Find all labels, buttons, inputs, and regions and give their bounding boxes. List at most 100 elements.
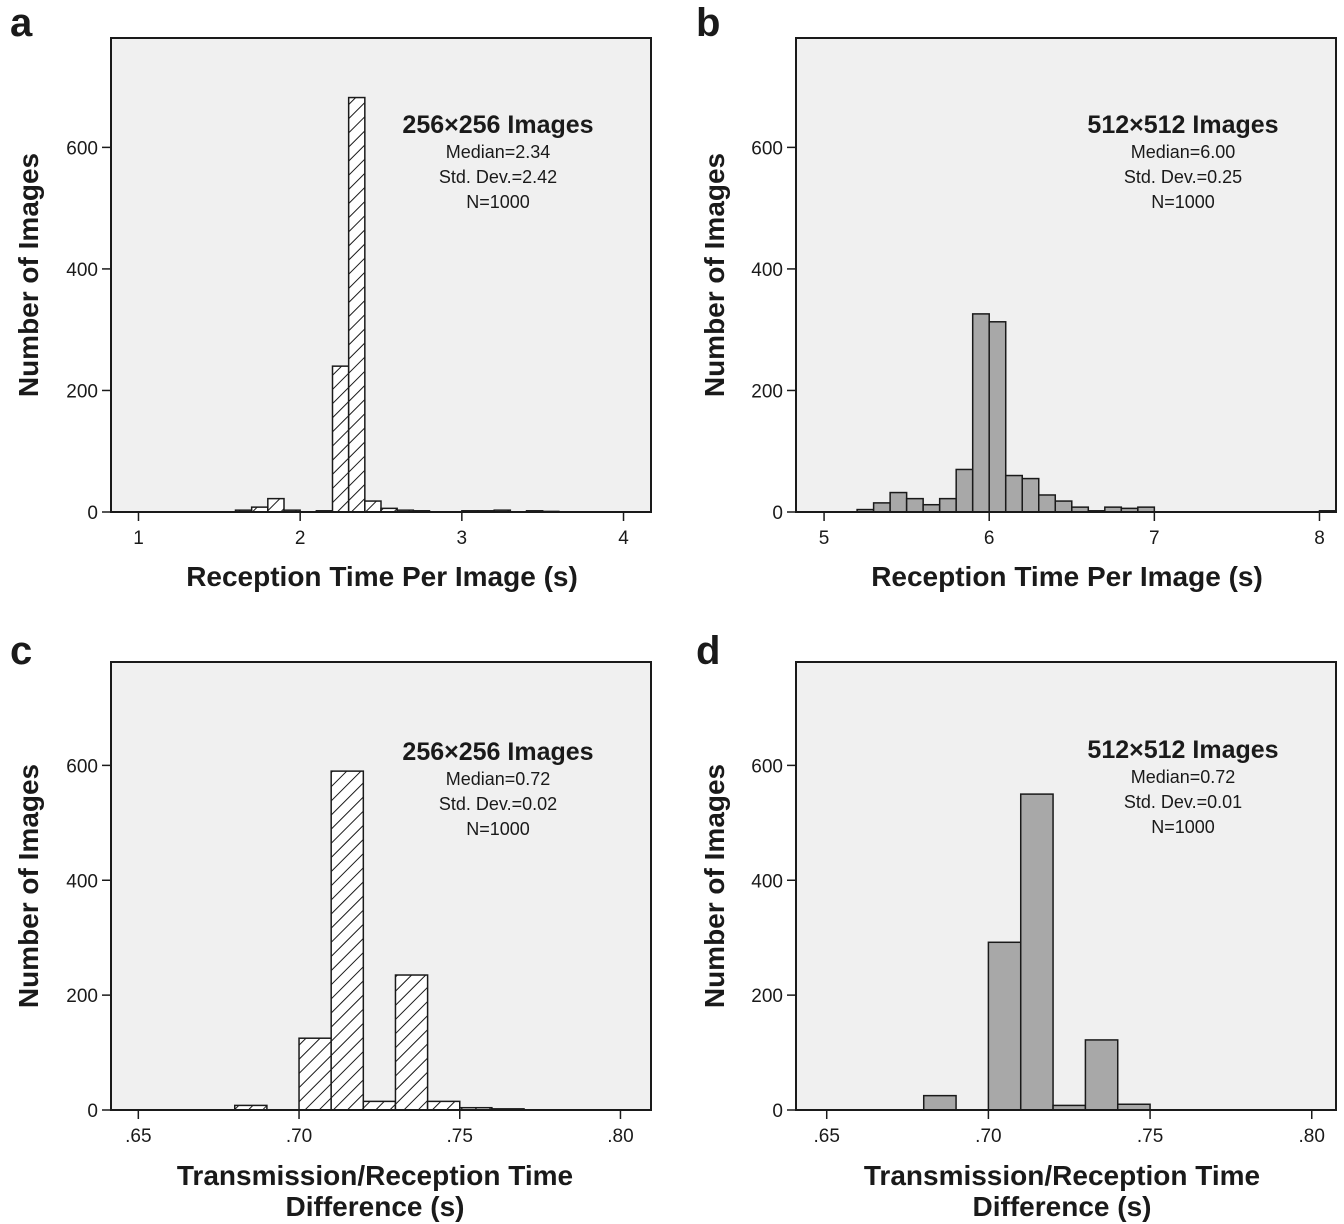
plot-area [110, 661, 652, 1111]
annotation-line: Median=0.72 [1131, 767, 1236, 787]
annotation-line: N=1000 [1151, 817, 1215, 837]
x-tick-label: 2 [295, 528, 306, 549]
stats-annotation: 512×512 Images Median=0.72 Std. Dev.=0.01 N… [1087, 736, 1278, 837]
histogram-bar [1054, 500, 1073, 513]
panel-letter: b [696, 1, 720, 45]
x-tick-label: .70 [286, 1126, 312, 1147]
annotation-line: N=1000 [466, 819, 530, 839]
y-tick-label: 600 [66, 756, 98, 777]
histogram-bar [971, 313, 990, 513]
annotation-title: 256×256 Images [402, 111, 593, 139]
x-axis: .65 .70 .75 .80 [814, 1110, 1325, 1147]
histogram-bar [938, 497, 957, 513]
chart-panel-d: d 0 200 400 600 .65 .70 .75 .80 Number of Images T… [696, 629, 1337, 1222]
x-tick-label: .80 [607, 1126, 633, 1147]
y-axis: 0 200 400 600 [751, 756, 796, 1122]
x-tick-label: .70 [975, 1126, 1001, 1147]
histogram-bar [330, 770, 365, 1111]
y-tick-label: 200 [66, 381, 98, 402]
x-axis: 5 6 7 8 [819, 512, 1325, 549]
y-tick-label: 200 [66, 986, 98, 1007]
y-axis-label: Number of Images [13, 764, 44, 1008]
histogram-bar [988, 321, 1007, 513]
histogram-bar [1084, 1039, 1119, 1111]
histogram-bar [267, 497, 285, 513]
histogram-bar [872, 502, 891, 513]
histogram-bar [1004, 474, 1023, 513]
annotation-title: 512×512 Images [1087, 736, 1278, 764]
x-axis-label: Transmission/Reception Time [177, 1160, 573, 1191]
y-axis: 0 200 400 600 [66, 138, 111, 524]
annotation-line: Median=6.00 [1131, 142, 1236, 162]
x-tick-label: .80 [1299, 1126, 1325, 1147]
x-axis: 1 2 3 4 [133, 512, 629, 549]
y-tick-label: 400 [66, 260, 98, 281]
histogram-bar [331, 365, 350, 513]
plot-area [795, 661, 1337, 1111]
histogram-bar [922, 1094, 957, 1111]
x-tick-label: .75 [447, 1126, 473, 1147]
y-axis-label: Number of Images [699, 764, 730, 1008]
histogram-bar [889, 491, 908, 513]
histogram-bars [922, 793, 1151, 1111]
histogram-bar [394, 974, 429, 1111]
annotation-title: 512×512 Images [1087, 111, 1278, 139]
x-tick-label: 6 [984, 528, 995, 549]
histogram-bar [298, 1037, 332, 1111]
y-tick-label: 600 [751, 138, 783, 159]
histogram-bar [955, 468, 974, 513]
histogram-bar [347, 96, 366, 513]
chart-panel-b: b 0 200 400 600 5 6 7 8 Number of Images Reception… [696, 1, 1337, 592]
x-tick-label: 8 [1314, 528, 1325, 549]
annotation-line: Median=2.34 [446, 142, 551, 162]
plot-area [795, 37, 1337, 513]
y-tick-label: 400 [66, 871, 98, 892]
y-tick-label: 0 [772, 503, 783, 524]
panel-letter: a [10, 1, 33, 45]
y-tick-label: 0 [87, 503, 98, 524]
y-tick-label: 600 [751, 756, 783, 777]
y-tick-label: 400 [751, 260, 783, 281]
x-tick-label: 5 [819, 528, 830, 549]
annotation-line: Std. Dev.=0.25 [1124, 167, 1242, 187]
annotation-title: 256×256 Images [402, 738, 593, 766]
histogram-bar [364, 500, 382, 513]
histogram-bar [1021, 477, 1040, 513]
x-axis-label: Difference (s) [973, 1191, 1152, 1222]
y-axis: 0 200 400 600 [751, 138, 796, 524]
x-tick-label: 1 [133, 528, 144, 549]
annotation-line: N=1000 [466, 192, 530, 212]
annotation-line: N=1000 [1151, 192, 1215, 212]
annotation-line: Std. Dev.=2.42 [439, 167, 557, 187]
x-tick-label: .65 [125, 1126, 151, 1147]
x-tick-label: .75 [1137, 1126, 1163, 1147]
x-tick-label: 7 [1149, 528, 1160, 549]
plot-border [110, 661, 652, 1111]
y-axis-label: Number of Images [13, 153, 44, 397]
x-tick-label: 3 [457, 528, 468, 549]
histogram-bar [426, 1100, 461, 1111]
y-tick-label: 400 [751, 871, 783, 892]
plot-area [110, 37, 652, 513]
x-axis-label: Reception Time Per Image (s) [871, 561, 1263, 592]
x-axis-label: Transmission/Reception Time [864, 1160, 1260, 1191]
stats-annotation: 256×256 Images Median=2.34 Std. Dev.=2.42 N… [402, 111, 593, 212]
chart-panel-a: a 0 200 400 600 1 2 3 4 Number of Images Reception… [10, 1, 652, 592]
plot-border [795, 37, 1337, 513]
y-tick-label: 0 [772, 1101, 783, 1122]
chart-panel-c: c 0 200 400 600 .65 .70 .75 .80 Number of Images T… [10, 629, 652, 1222]
histogram-bar [1038, 494, 1057, 513]
x-axis-label: Reception Time Per Image (s) [186, 561, 578, 592]
x-axis-label: Difference (s) [286, 1191, 465, 1222]
annotation-line: Median=0.72 [446, 769, 551, 789]
y-tick-label: 200 [751, 986, 783, 1007]
y-tick-label: 0 [87, 1101, 98, 1122]
x-tick-label: .65 [814, 1126, 840, 1147]
histogram-bar [922, 503, 941, 513]
y-axis-label: Number of Images [699, 153, 730, 397]
stats-annotation: 256×256 Images Median=0.72 Std. Dev.=0.02 N… [402, 738, 593, 839]
plot-border [110, 37, 652, 513]
stats-annotation: 512×512 Images Median=6.00 Std. Dev.=0.25 N… [1087, 111, 1278, 212]
panel-letter: c [10, 629, 32, 673]
